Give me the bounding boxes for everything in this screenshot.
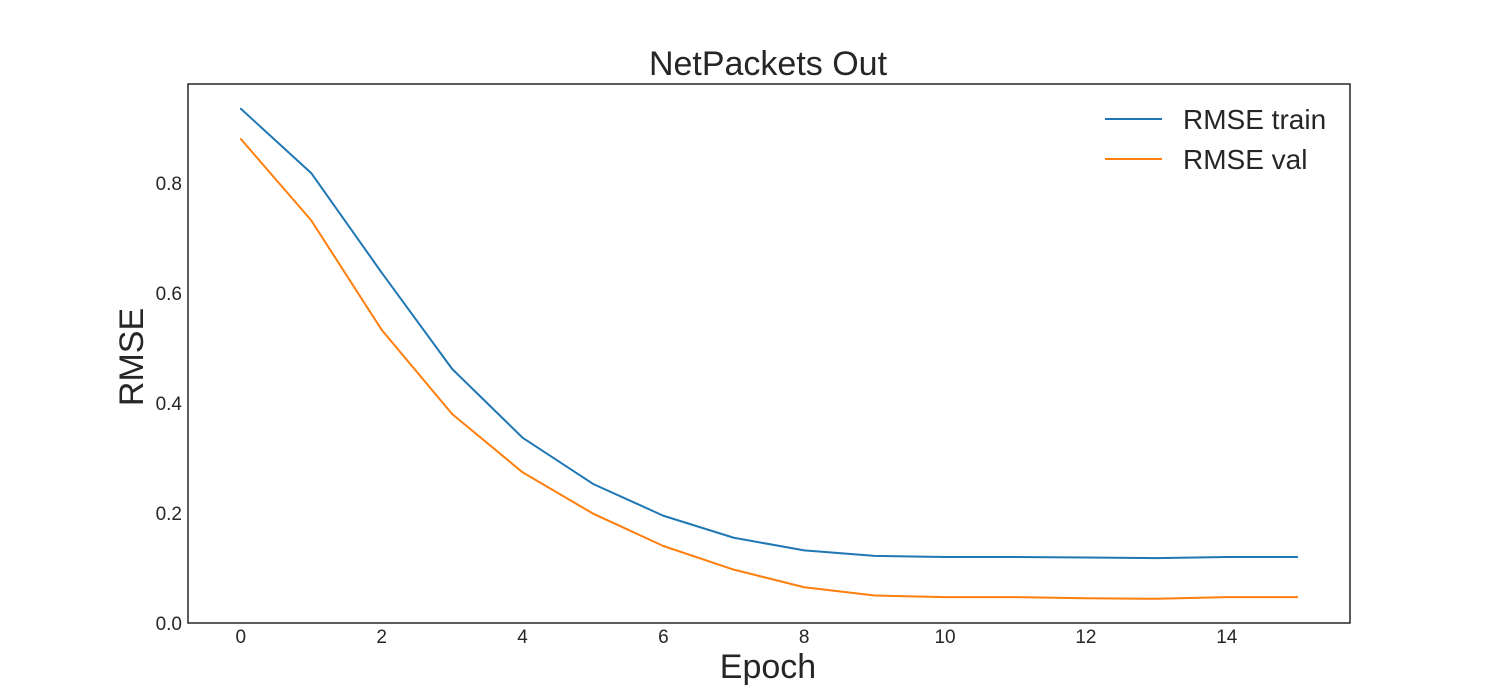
x-tick-label: 10 — [934, 627, 955, 648]
x-tick-label: 14 — [1216, 627, 1238, 648]
x-tick-label: 12 — [1075, 627, 1096, 648]
x-tick-label: 8 — [799, 627, 810, 648]
x-tick-label: 2 — [376, 627, 387, 648]
legend-label-0: RMSE train — [1183, 104, 1326, 135]
legend-label-1: RMSE val — [1183, 144, 1307, 175]
y-axis-label: RMSE — [113, 308, 151, 406]
y-axis-ticks: 0.0 0.2 0.4 0.6 0.8 — [156, 174, 183, 635]
series-line-1 — [239, 138, 1299, 600]
series-line-0 — [239, 107, 1299, 560]
legend: RMSE train RMSE val — [1105, 104, 1326, 175]
y-tick-label: 0.2 — [156, 504, 182, 525]
y-tick-label: 0.6 — [156, 284, 182, 305]
plot-area-frame — [187, 83, 1351, 624]
x-axis-ticks: 0 2 4 6 8 10 12 14 — [236, 627, 1238, 648]
x-tick-label: 0 — [236, 627, 247, 648]
y-tick-label: 0.4 — [156, 394, 183, 415]
x-tick-label: 4 — [517, 627, 528, 648]
y-tick-label: 0.8 — [156, 174, 182, 195]
chart-title: NetPackets Out — [649, 45, 888, 83]
x-axis-label: Epoch — [720, 648, 816, 686]
series-layer — [239, 107, 1299, 600]
x-tick-label: 6 — [658, 627, 669, 648]
y-tick-label: 0.0 — [156, 614, 182, 635]
